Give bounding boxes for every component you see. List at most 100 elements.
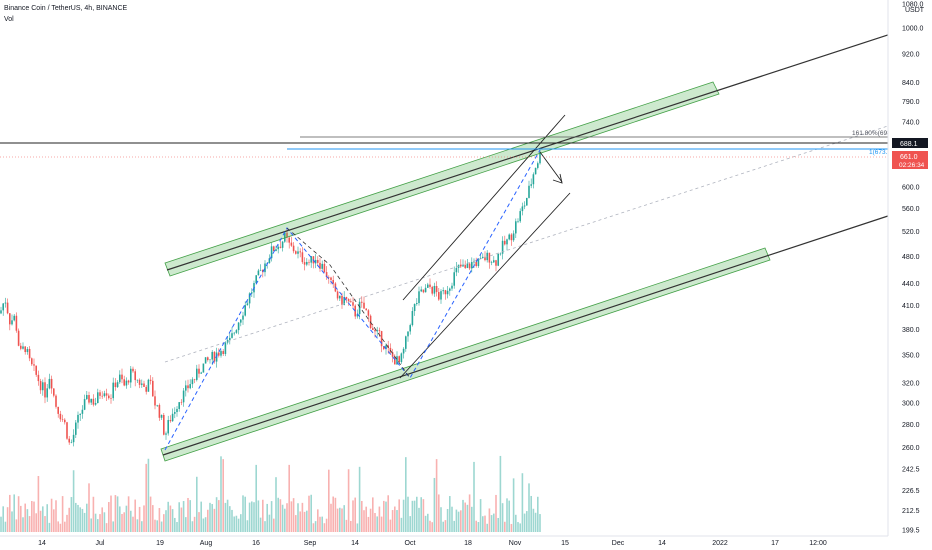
- candle-body: [22, 346, 24, 349]
- volume-bar: [55, 500, 57, 532]
- price-tick-label: 440.0: [902, 281, 920, 288]
- down-arrow: [539, 151, 563, 183]
- candle-body: [418, 291, 420, 304]
- volume-bar: [312, 523, 315, 532]
- candle-body: [240, 319, 242, 323]
- time-tick-label: Jul: [96, 540, 105, 547]
- candle-body: [178, 402, 180, 409]
- candle-body: [138, 379, 141, 385]
- candle-body: [13, 315, 15, 321]
- candle-body: [345, 296, 348, 299]
- volume-bar: [189, 500, 191, 532]
- candle-body: [455, 267, 458, 273]
- candle-body: [2, 303, 4, 311]
- candle-body: [169, 420, 172, 422]
- volume-bar: [279, 499, 282, 532]
- volume-bar: [13, 494, 15, 532]
- volume-bar: [110, 495, 112, 532]
- volume-bar: [376, 516, 378, 532]
- candle-body: [251, 292, 253, 294]
- time-tick-label: 14: [658, 540, 666, 547]
- candle-body: [28, 348, 31, 359]
- candle-body: [347, 298, 350, 302]
- volume-bar: [103, 512, 106, 532]
- candle-body: [323, 263, 326, 273]
- volume-bar: [497, 517, 499, 532]
- candle-body: [422, 289, 425, 293]
- candle-body: [358, 301, 361, 315]
- candle-body: [125, 380, 128, 386]
- candle-body: [325, 272, 328, 278]
- candle-body: [391, 352, 394, 357]
- price-axis-ticks: 199.5 212.5 226.5 242.5 260.0 280.0 300.0 320.0…: [902, 2, 924, 535]
- volume-bar: [77, 504, 79, 532]
- volume-bar: [90, 518, 92, 532]
- candle-body: [361, 301, 363, 303]
- volume-bar: [92, 496, 95, 532]
- candle-body: [314, 259, 317, 264]
- candle-body: [61, 419, 64, 420]
- time-tick-label: 17: [771, 540, 779, 547]
- candle-body: [156, 404, 158, 406]
- volume-bar: [174, 517, 176, 532]
- candle-body: [202, 363, 205, 373]
- candle-body: [517, 221, 519, 222]
- candle-body: [460, 264, 462, 267]
- candle-body: [343, 296, 345, 305]
- volume-bar: [244, 496, 246, 532]
- volume-bar: [4, 521, 7, 532]
- volume-bar: [515, 514, 517, 532]
- volume-bar: [433, 477, 436, 532]
- volume-bar: [35, 513, 37, 532]
- candle-body: [303, 262, 306, 265]
- volume-bar: [499, 455, 502, 532]
- candle-body: [284, 232, 286, 242]
- price-axis[interactable]: [888, 0, 932, 550]
- candle-body: [193, 379, 196, 380]
- volume-bar: [145, 463, 147, 532]
- candle-body: [88, 395, 90, 403]
- price-tick-label: 920.0: [902, 51, 920, 58]
- volume-bar: [457, 511, 460, 532]
- lower-channel-line: [162, 212, 898, 456]
- candle-body: [464, 265, 466, 268]
- volume-bar: [209, 502, 211, 532]
- candle-body: [101, 395, 103, 397]
- volume-bar: [83, 512, 86, 532]
- candle-body: [246, 303, 249, 306]
- candle-body: [530, 184, 532, 186]
- volume-bar: [112, 521, 114, 532]
- volume-bar: [220, 456, 222, 532]
- currency-label: USDT: [905, 7, 925, 14]
- time-tick-label: 16: [252, 540, 260, 547]
- volume-bar: [123, 512, 125, 532]
- candle-body: [86, 395, 88, 400]
- candles: [0, 149, 541, 447]
- candle-body: [528, 185, 530, 198]
- time-tick-label: Nov: [509, 540, 522, 547]
- volume-bar: [539, 514, 541, 532]
- candle-body: [438, 292, 440, 300]
- time-tick-label: 12:00: [809, 540, 827, 547]
- candle-body: [466, 263, 469, 268]
- volume-bar: [202, 518, 205, 532]
- volume-bar: [20, 505, 22, 532]
- candle-body: [429, 284, 431, 287]
- price-tick-label: 600.0: [902, 185, 920, 192]
- candle-body: [512, 233, 515, 241]
- volume-bar: [429, 520, 431, 532]
- volume-bar: [526, 511, 528, 532]
- price-tick-label: 280.0: [902, 422, 920, 429]
- volume-bar: [369, 508, 372, 532]
- price-tick-label: 212.5: [902, 508, 920, 515]
- volume-bar: [213, 508, 216, 532]
- time-axis[interactable]: [0, 536, 888, 550]
- volume-bar: [68, 507, 70, 532]
- volume-bar: [204, 517, 207, 532]
- volume-bar: [484, 515, 486, 532]
- volume-bar: [479, 499, 482, 532]
- volume-bar: [224, 502, 227, 532]
- volume-bar: [343, 505, 345, 532]
- candle-body: [279, 246, 282, 248]
